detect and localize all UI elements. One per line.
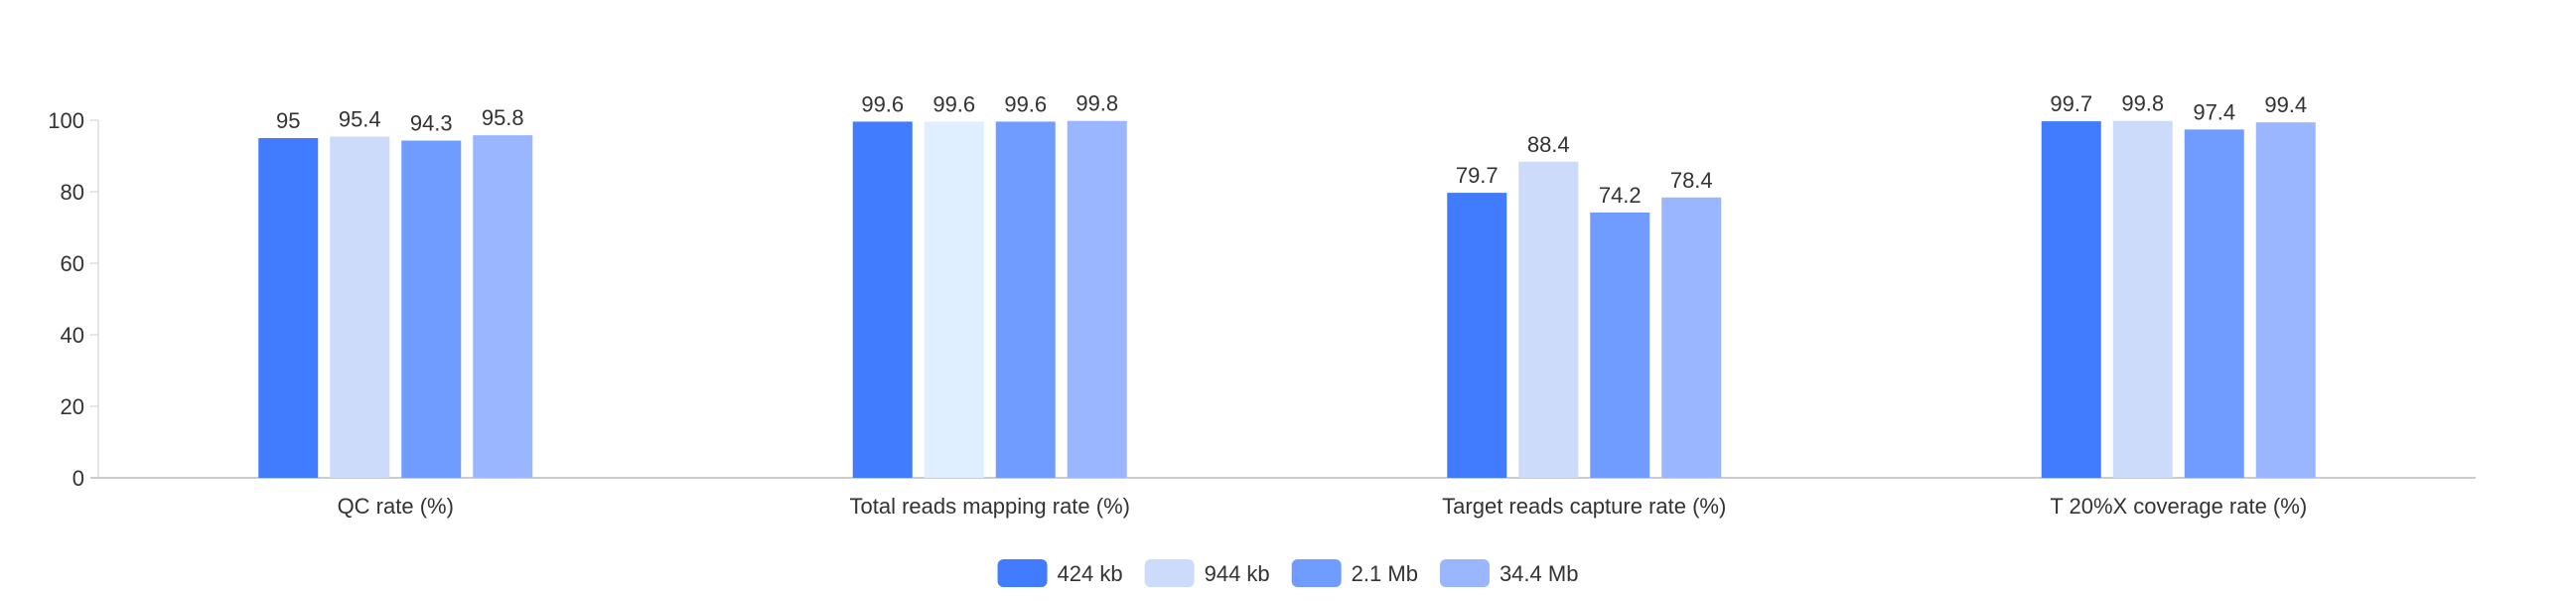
legend-label: 424 kb: [1058, 561, 1123, 586]
data-label: 95.8: [482, 105, 524, 130]
bar: [1661, 197, 1722, 478]
data-label: 74.2: [1599, 183, 1642, 208]
bar: [258, 138, 319, 478]
bar: [995, 121, 1056, 478]
y-tick-label: 20: [61, 394, 84, 419]
data-label: 95: [276, 108, 300, 133]
bar: [2184, 129, 2244, 479]
legend-label: 34.4 Mb: [1500, 561, 1579, 586]
data-label: 99.6: [932, 91, 975, 116]
y-tick-label: 0: [72, 466, 84, 491]
legend-label: 944 kb: [1205, 561, 1270, 586]
bar: [1590, 212, 1650, 478]
y-tick-label: 80: [61, 180, 84, 205]
bar: [924, 121, 984, 478]
data-label: 99.4: [2264, 92, 2307, 117]
x-tick-label: Total reads mapping rate (%): [850, 494, 1130, 519]
data-label: 99.7: [2050, 91, 2092, 116]
data-label: 78.4: [1670, 168, 1713, 193]
bar: [852, 121, 913, 478]
bar: [473, 135, 533, 478]
data-label: 99.8: [2121, 91, 2164, 116]
y-tick-label: 100: [48, 108, 84, 133]
y-tick-label: 40: [61, 323, 84, 348]
x-tick-label: QC rate (%): [338, 494, 454, 519]
bar: [1067, 120, 1127, 478]
bar: [1447, 193, 1507, 478]
data-label: 95.4: [339, 107, 381, 132]
data-label: 79.7: [1456, 163, 1499, 188]
legend-swatch: [997, 559, 1048, 587]
y-tick-label: 60: [61, 251, 84, 276]
legend-swatch: [1291, 559, 1342, 587]
data-label: 94.3: [410, 111, 453, 136]
bar: [2112, 120, 2173, 478]
data-label: 99.6: [861, 91, 904, 116]
legend-label: 2.1 Mb: [1352, 561, 1418, 586]
data-label: 88.4: [1527, 132, 1570, 157]
data-label: 99.8: [1075, 91, 1118, 116]
bar: [330, 136, 390, 478]
bar: [1518, 161, 1579, 478]
bar: [401, 140, 462, 478]
legend-swatch: [1144, 559, 1195, 587]
x-tick-label: Target reads capture rate (%): [1442, 494, 1726, 519]
data-label: 99.6: [1004, 91, 1047, 116]
data-label: 97.4: [2193, 99, 2235, 124]
bar: [2041, 121, 2101, 478]
bar: [2255, 122, 2316, 478]
x-tick-label: T 20%X coverage rate (%): [2050, 494, 2307, 519]
legend-swatch: [1439, 559, 1490, 587]
